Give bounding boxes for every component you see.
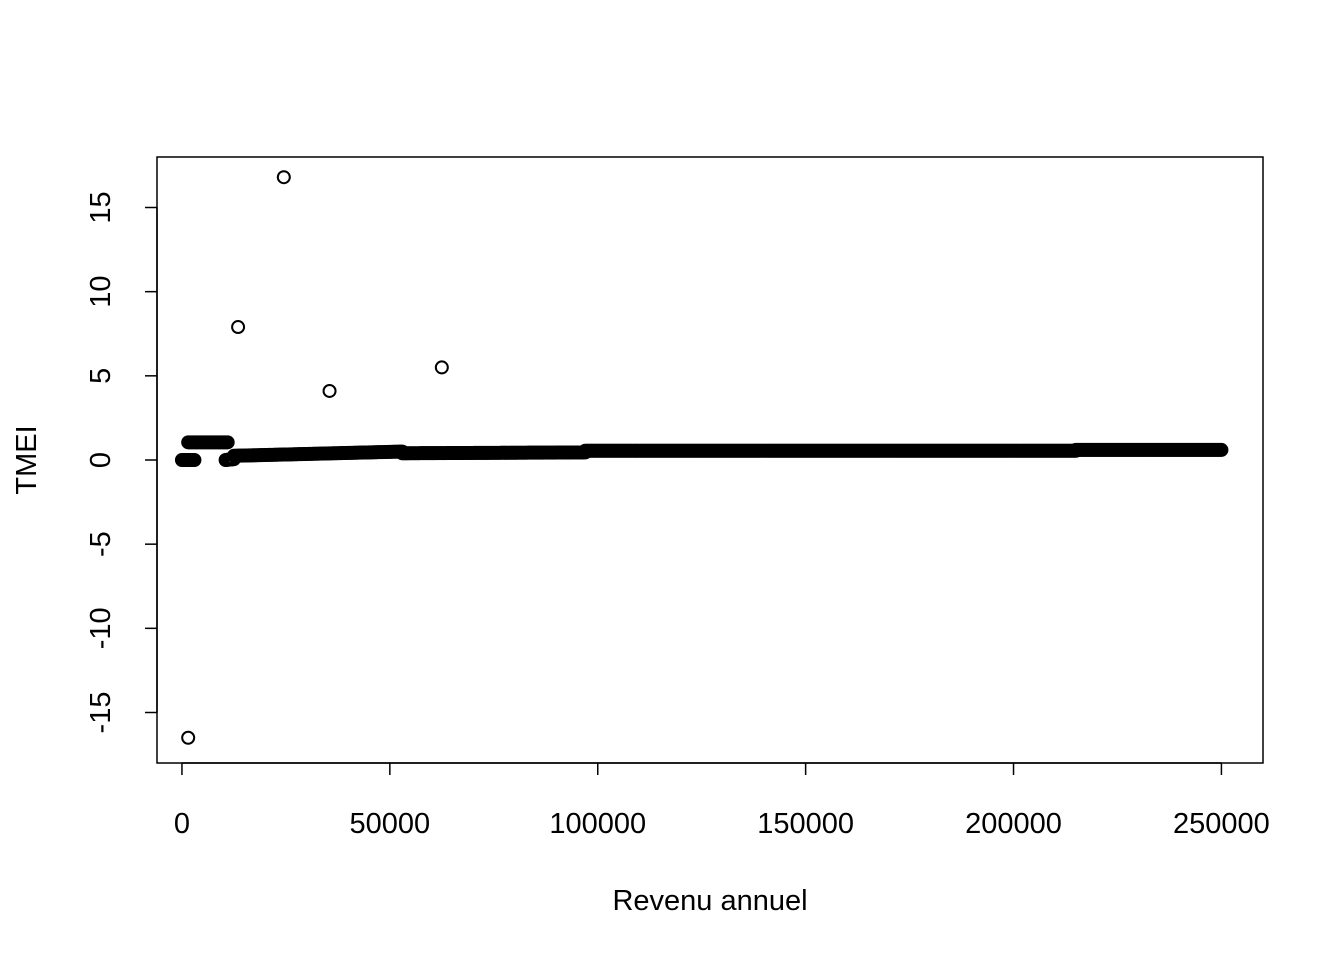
x-tick-label: 150000 [757, 808, 854, 840]
y-tick-label: -10 [85, 607, 117, 649]
outlier-point [276, 170, 291, 185]
y-axis-label: TMEI [11, 425, 43, 494]
data-point [220, 435, 235, 450]
outlier-point [231, 320, 246, 335]
x-tick-label: 250000 [1173, 808, 1270, 840]
outlier-point [322, 383, 337, 398]
outlier-point [181, 730, 196, 745]
x-tick-label: 100000 [549, 808, 646, 840]
y-tick-label: 0 [85, 452, 117, 468]
y-tick-label: 10 [85, 276, 117, 308]
data-points [174, 170, 1229, 745]
x-axis: 0 50000 100000 150000 200000 250000 [174, 762, 1270, 840]
y-tick-label: -15 [85, 692, 117, 734]
x-axis-label: Revenu annuel [612, 885, 807, 917]
x-tick-label: 50000 [350, 808, 431, 840]
y-tick-label: -5 [85, 531, 117, 557]
outlier-point [434, 360, 449, 375]
data-point [187, 453, 202, 467]
data-point [1214, 442, 1229, 457]
y-axis: -15 -10 -5 0 5 10 15 [85, 191, 158, 734]
x-tick-label: 0 [174, 808, 190, 840]
y-tick-label: 5 [85, 368, 117, 384]
y-tick-label: 15 [85, 191, 117, 223]
x-tick-label: 200000 [965, 808, 1062, 840]
